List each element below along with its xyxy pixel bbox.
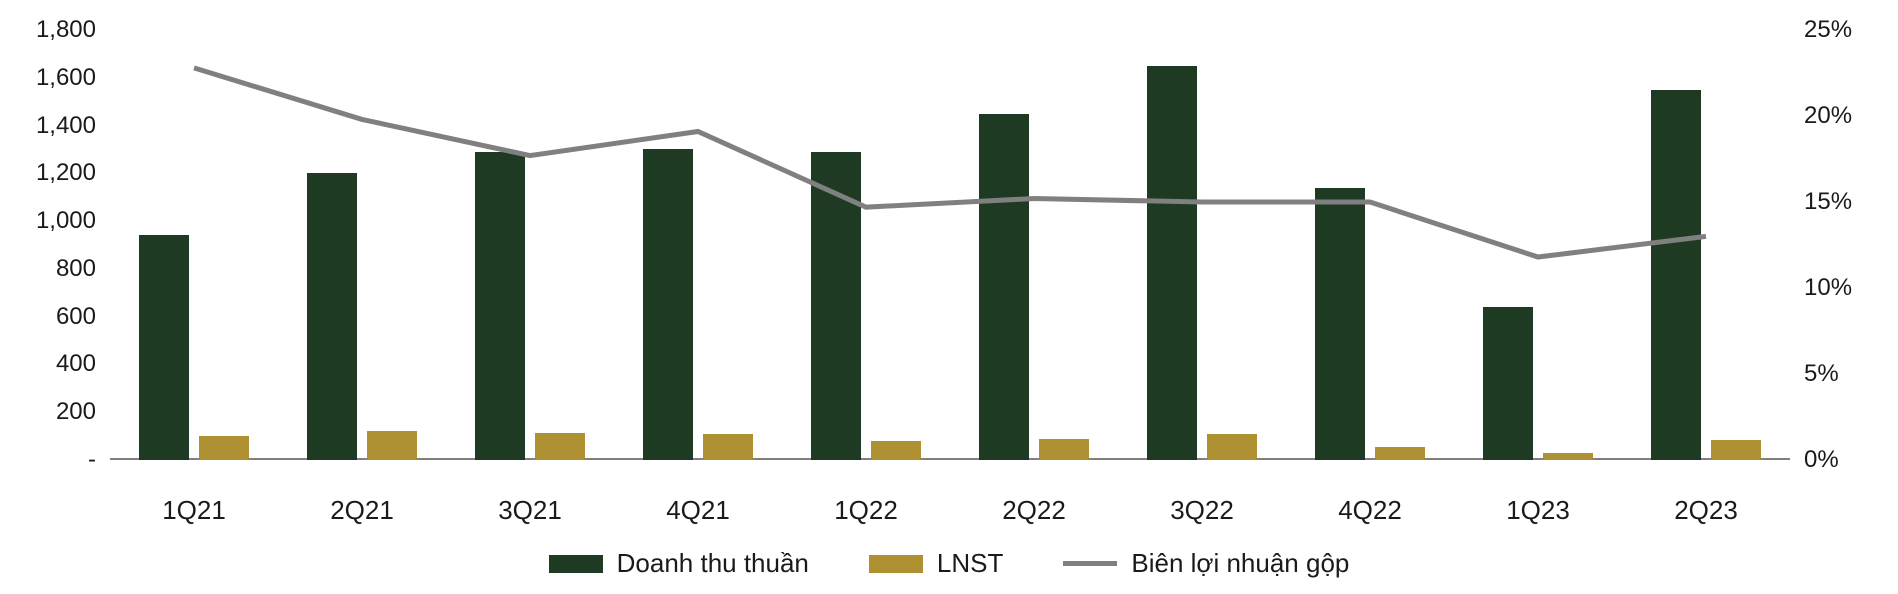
x-tick: 2Q23 (1674, 495, 1738, 526)
x-tick: 2Q21 (330, 495, 394, 526)
y-right-tick: 10% (1804, 274, 1852, 302)
y-left-tick: 600 (56, 303, 96, 331)
y-right-tick: 25% (1804, 16, 1852, 44)
y-left-tick: 1,000 (36, 207, 96, 235)
y-left-tick: 1,600 (36, 64, 96, 92)
y-right-tick: 0% (1804, 446, 1839, 474)
x-tick: 1Q23 (1506, 495, 1570, 526)
y-right-tick: 5% (1804, 360, 1839, 388)
y-left-tick: 800 (56, 255, 96, 283)
y-left-tick: 1,800 (36, 16, 96, 44)
x-tick: 4Q21 (666, 495, 730, 526)
y-left-tick: 400 (56, 350, 96, 378)
y-axis-left: -2004006008001,0001,2001,4001,6001,800 (0, 30, 96, 460)
legend-label: LNST (937, 548, 1003, 579)
legend-swatch (869, 555, 923, 573)
legend-label: Doanh thu thuần (617, 548, 809, 579)
plot-area (110, 30, 1790, 460)
x-tick: 3Q22 (1170, 495, 1234, 526)
y-left-tick: 1,200 (36, 159, 96, 187)
x-tick: 3Q21 (498, 495, 562, 526)
y-axis-right: 0%5%10%15%20%25% (1804, 30, 1898, 460)
y-right-tick: 15% (1804, 188, 1852, 216)
margin-line (194, 68, 1706, 257)
legend-swatch (549, 555, 603, 573)
legend-item-revenue: Doanh thu thuần (549, 548, 809, 579)
y-left-tick: 200 (56, 398, 96, 426)
legend-swatch (1063, 561, 1117, 566)
y-left-tick: - (88, 446, 96, 474)
x-tick: 1Q22 (834, 495, 898, 526)
y-right-tick: 20% (1804, 102, 1852, 130)
line-layer (110, 30, 1790, 460)
legend-item-lnst: LNST (869, 548, 1003, 579)
y-left-tick: 1,400 (36, 112, 96, 140)
x-tick: 2Q22 (1002, 495, 1066, 526)
legend: Doanh thu thuần LNST Biên lợi nhuận gộp (0, 548, 1898, 579)
combo-chart: - 200 400 600 800 1,000 1,200 1,400 1,600 1,800 0… (0, 0, 1898, 594)
x-tick: 4Q22 (1338, 495, 1402, 526)
legend-label: Biên lợi nhuận gộp (1131, 548, 1349, 579)
legend-item-margin: Biên lợi nhuận gộp (1063, 548, 1349, 579)
x-tick: 1Q21 (162, 495, 226, 526)
